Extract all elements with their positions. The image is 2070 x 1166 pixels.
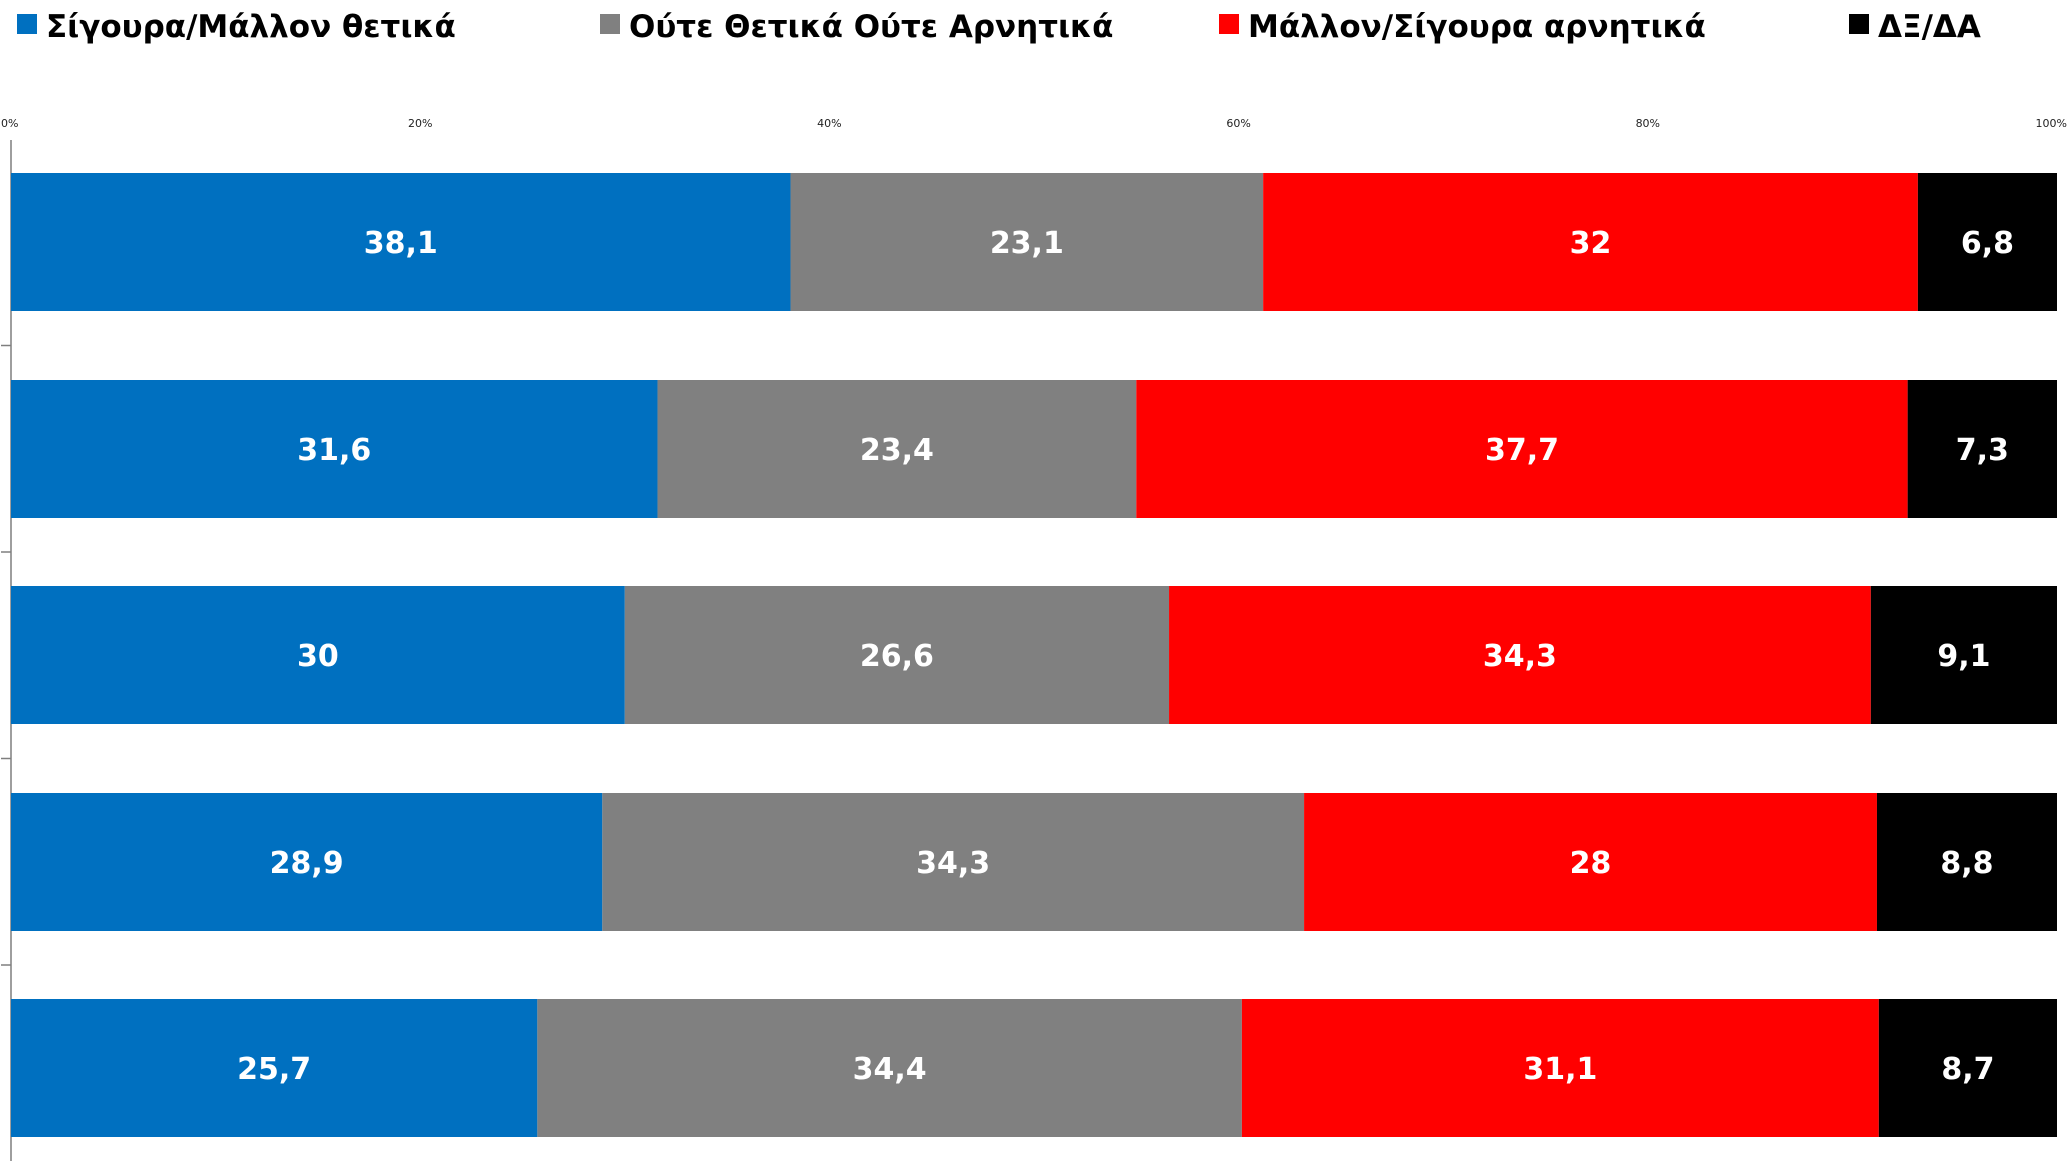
bar-row-1: 38,1 23,1 32 6,8 <box>11 173 2057 311</box>
data-label: 38,1 <box>364 226 438 261</box>
bar-segment-4 <box>1870 586 2057 724</box>
bar-segment-1 <box>11 380 658 518</box>
bar-segment-3 <box>1304 793 1877 931</box>
plot-area: 38,1 23,1 32 6,8 31,6 23,4 37,7 7,3 30 26,6 34,3 9,… <box>11 173 2057 1137</box>
data-label: 28,9 <box>270 846 344 881</box>
bar-segment-2 <box>624 586 1170 724</box>
legend-label-2: Ούτε Θετικά Ούτε Αρνητικά <box>629 9 1113 45</box>
legend-swatch-1 <box>17 14 37 34</box>
x-tick-label: 60% <box>1226 117 1250 130</box>
data-label: 8,7 <box>1941 1052 1994 1087</box>
data-label: 25,7 <box>237 1052 311 1087</box>
x-tick-label: 80% <box>1636 117 1660 130</box>
bar-segment-2 <box>657 380 1137 518</box>
x-tick-label: 20% <box>408 117 432 130</box>
data-label: 23,4 <box>860 433 934 468</box>
x-tick-label: 0% <box>1 117 18 130</box>
legend-label-3: Μάλλον/Σίγουρα αρνητικά <box>1248 9 1706 45</box>
data-label: 32 <box>1570 226 1612 261</box>
data-label: 37,7 <box>1485 433 1559 468</box>
legend-label-1: Σίγουρα/Μάλλον θετικά <box>46 9 456 45</box>
bar-segment-3 <box>1263 173 1918 311</box>
data-label: 7,3 <box>1956 433 2009 468</box>
legend-item-1: Σίγουρα/Μάλλον θετικά <box>17 9 456 45</box>
legend-label-4: ΔΞ/ΔΑ <box>1878 9 1981 45</box>
bar-segment-2 <box>537 999 1242 1137</box>
bar-segment-3 <box>1241 999 1879 1137</box>
data-label: 6,8 <box>1961 226 2014 261</box>
x-tick-label: 40% <box>817 117 841 130</box>
legend: Σίγουρα/Μάλλον θετικά Ούτε Θετικά Ούτε Αρ… <box>17 9 1981 45</box>
legend-swatch-4 <box>1849 14 1869 34</box>
data-label: 9,1 <box>1937 639 1990 674</box>
data-label: 28 <box>1570 846 1612 881</box>
legend-swatch-3 <box>1219 14 1239 34</box>
bar-segment-4 <box>1917 173 2057 311</box>
bar-row-3: 30 26,6 34,3 9,1 <box>11 586 2057 724</box>
bar-segment-1 <box>11 586 625 724</box>
data-label: 31,6 <box>297 433 371 468</box>
bar-row-5: 25,7 34,4 31,1 8,7 <box>11 999 2057 1137</box>
bar-segment-3 <box>1136 380 1908 518</box>
legend-item-2: Ούτε Θετικά Ούτε Αρνητικά <box>600 9 1113 45</box>
data-label: 8,8 <box>1940 846 1993 881</box>
bar-segment-4 <box>1907 380 2057 518</box>
bar-segment-3 <box>1169 586 1871 724</box>
bar-segment-4 <box>1876 793 2057 931</box>
bar-segment-1 <box>11 999 538 1137</box>
bar-row-4: 28,9 34,3 28 8,8 <box>11 793 2057 931</box>
data-label: 23,1 <box>990 226 1064 261</box>
data-label: 34,3 <box>916 846 990 881</box>
data-label: 34,3 <box>1483 639 1557 674</box>
legend-item-3: Μάλλον/Σίγουρα αρνητικά <box>1219 9 1706 45</box>
data-label: 26,6 <box>860 639 934 674</box>
legend-item-4: ΔΞ/ΔΑ <box>1849 9 1981 45</box>
legend-swatch-2 <box>600 14 620 34</box>
bar-segment-2 <box>602 793 1305 931</box>
bar-segment-1 <box>11 793 603 931</box>
bar-segment-4 <box>1878 999 2057 1137</box>
data-label: 31,1 <box>1523 1052 1597 1087</box>
data-label: 30 <box>297 639 339 674</box>
bar-segment-2 <box>790 173 1264 311</box>
x-tick-label: 100% <box>2036 117 2067 130</box>
bar-row-2: 31,6 23,4 37,7 7,3 <box>11 380 2057 518</box>
data-label: 34,4 <box>853 1052 927 1087</box>
bar-segment-1 <box>11 173 791 311</box>
